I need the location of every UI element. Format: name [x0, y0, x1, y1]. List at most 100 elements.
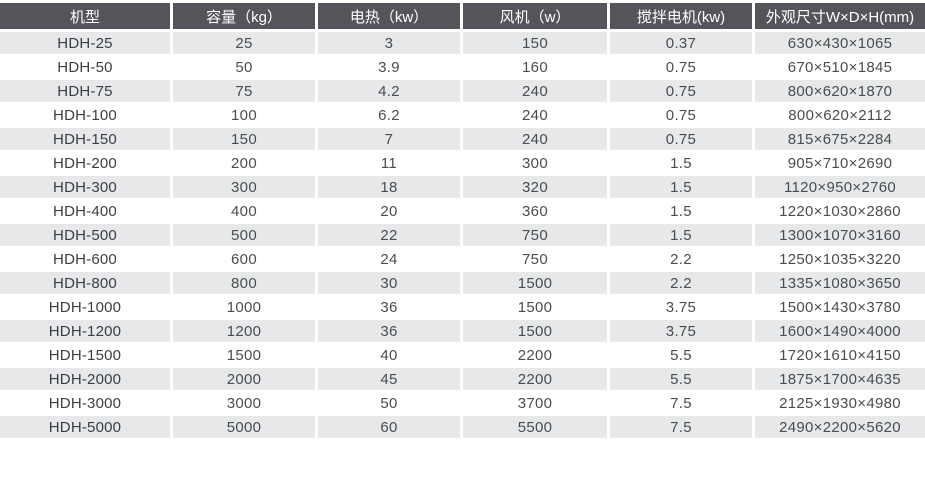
cell-mixer-motor-kw: 1.5 — [610, 176, 755, 200]
cell-fan-w: 240 — [463, 104, 610, 128]
cell-mixer-motor-kw: 3.75 — [610, 320, 755, 344]
cell-heating-kw: 36 — [318, 320, 463, 344]
cell-heating-kw: 3 — [318, 32, 463, 56]
cell-mixer-motor-kw: 5.5 — [610, 344, 755, 368]
cell-fan-w: 1500 — [463, 296, 610, 320]
table-row: HDH-600 600 24 750 2.2 1250×1035×3220 — [0, 248, 925, 272]
cell-dimensions-mm: 2125×1930×4980 — [755, 392, 925, 416]
table-body: HDH-25 25 3 150 0.37 630×430×1065 HDH-50 50 3.9 1… — [0, 32, 925, 440]
cell-model: HDH-400 — [0, 200, 173, 224]
cell-heating-kw: 20 — [318, 200, 463, 224]
cell-heating-kw: 30 — [318, 272, 463, 296]
cell-model: HDH-200 — [0, 152, 173, 176]
cell-model: HDH-25 — [0, 32, 173, 56]
cell-mixer-motor-kw: 1.5 — [610, 152, 755, 176]
cell-dimensions-mm: 1250×1035×3220 — [755, 248, 925, 272]
table-row: HDH-400 400 20 360 1.5 1220×1030×2860 — [0, 200, 925, 224]
cell-dimensions-mm: 1220×1030×2860 — [755, 200, 925, 224]
cell-model: HDH-600 — [0, 248, 173, 272]
cell-fan-w: 240 — [463, 80, 610, 104]
cell-mixer-motor-kw: 1.5 — [610, 224, 755, 248]
cell-capacity-kg: 50 — [173, 56, 318, 80]
cell-model: HDH-3000 — [0, 392, 173, 416]
cell-fan-w: 5500 — [463, 416, 610, 440]
cell-dimensions-mm: 2490×2200×5620 — [755, 416, 925, 440]
cell-model: HDH-1000 — [0, 296, 173, 320]
cell-heating-kw: 60 — [318, 416, 463, 440]
cell-dimensions-mm: 800×620×1870 — [755, 80, 925, 104]
cell-heating-kw: 50 — [318, 392, 463, 416]
cell-heating-kw: 36 — [318, 296, 463, 320]
table-row: HDH-100 100 6.2 240 0.75 800×620×2112 — [0, 104, 925, 128]
cell-fan-w: 320 — [463, 176, 610, 200]
cell-mixer-motor-kw: 0.75 — [610, 128, 755, 152]
table-row: HDH-500 500 22 750 1.5 1300×1070×3160 — [0, 224, 925, 248]
cell-model: HDH-300 — [0, 176, 173, 200]
column-header-fan-w: 风机（w） — [463, 3, 610, 32]
cell-mixer-motor-kw: 3.75 — [610, 296, 755, 320]
cell-capacity-kg: 400 — [173, 200, 318, 224]
cell-fan-w: 240 — [463, 128, 610, 152]
table-row: HDH-150 150 7 240 0.75 815×675×2284 — [0, 128, 925, 152]
cell-dimensions-mm: 1120×950×2760 — [755, 176, 925, 200]
cell-capacity-kg: 3000 — [173, 392, 318, 416]
spec-sheet: 机型 容量（kg） 电热（kw） 风机（w） 搅拌电机(kw) 外观尺寸W×D×H(mm)… — [0, 3, 925, 440]
cell-dimensions-mm: 1300×1070×3160 — [755, 224, 925, 248]
cell-fan-w: 2200 — [463, 344, 610, 368]
cell-model: HDH-5000 — [0, 416, 173, 440]
cell-dimensions-mm: 1500×1430×3780 — [755, 296, 925, 320]
table-header-row: 机型 容量（kg） 电热（kw） 风机（w） 搅拌电机(kw) 外观尺寸W×D×H(mm) — [0, 3, 925, 32]
cell-heating-kw: 6.2 — [318, 104, 463, 128]
cell-capacity-kg: 800 — [173, 272, 318, 296]
cell-fan-w: 1500 — [463, 272, 610, 296]
cell-dimensions-mm: 1720×1610×4150 — [755, 344, 925, 368]
cell-capacity-kg: 1000 — [173, 296, 318, 320]
cell-mixer-motor-kw: 1.5 — [610, 200, 755, 224]
cell-mixer-motor-kw: 0.75 — [610, 104, 755, 128]
cell-mixer-motor-kw: 7.5 — [610, 416, 755, 440]
cell-heating-kw: 4.2 — [318, 80, 463, 104]
table-row: HDH-75 75 4.2 240 0.75 800×620×1870 — [0, 80, 925, 104]
cell-heating-kw: 7 — [318, 128, 463, 152]
cell-model: HDH-500 — [0, 224, 173, 248]
cell-model: HDH-75 — [0, 80, 173, 104]
cell-model: HDH-100 — [0, 104, 173, 128]
cell-model: HDH-1500 — [0, 344, 173, 368]
cell-capacity-kg: 1200 — [173, 320, 318, 344]
cell-dimensions-mm: 1875×1700×4635 — [755, 368, 925, 392]
table-row: HDH-1200 1200 36 1500 3.75 1600×1490×4000 — [0, 320, 925, 344]
table-row: HDH-50 50 3.9 160 0.75 670×510×1845 — [0, 56, 925, 80]
cell-dimensions-mm: 1600×1490×4000 — [755, 320, 925, 344]
column-header-dimensions-mm: 外观尺寸W×D×H(mm) — [755, 3, 925, 32]
cell-capacity-kg: 150 — [173, 128, 318, 152]
column-header-heating-kw: 电热（kw） — [318, 3, 463, 32]
cell-fan-w: 2200 — [463, 368, 610, 392]
cell-capacity-kg: 25 — [173, 32, 318, 56]
cell-dimensions-mm: 905×710×2690 — [755, 152, 925, 176]
cell-mixer-motor-kw: 0.37 — [610, 32, 755, 56]
cell-model: HDH-150 — [0, 128, 173, 152]
product-spec-table: 机型 容量（kg） 电热（kw） 风机（w） 搅拌电机(kw) 外观尺寸W×D×H(mm)… — [0, 3, 925, 440]
cell-heating-kw: 11 — [318, 152, 463, 176]
cell-model: HDH-50 — [0, 56, 173, 80]
column-header-mixer-motor-kw: 搅拌电机(kw) — [610, 3, 755, 32]
cell-capacity-kg: 75 — [173, 80, 318, 104]
column-header-capacity-kg: 容量（kg） — [173, 3, 318, 32]
cell-mixer-motor-kw: 0.75 — [610, 56, 755, 80]
cell-fan-w: 150 — [463, 32, 610, 56]
cell-dimensions-mm: 800×620×2112 — [755, 104, 925, 128]
cell-mixer-motor-kw: 7.5 — [610, 392, 755, 416]
table-row: HDH-800 800 30 1500 2.2 1335×1080×3650 — [0, 272, 925, 296]
cell-heating-kw: 3.9 — [318, 56, 463, 80]
cell-mixer-motor-kw: 2.2 — [610, 272, 755, 296]
cell-heating-kw: 45 — [318, 368, 463, 392]
table-row: HDH-1500 1500 40 2200 5.5 1720×1610×4150 — [0, 344, 925, 368]
cell-capacity-kg: 500 — [173, 224, 318, 248]
cell-capacity-kg: 200 — [173, 152, 318, 176]
cell-model: HDH-800 — [0, 272, 173, 296]
cell-capacity-kg: 5000 — [173, 416, 318, 440]
cell-fan-w: 300 — [463, 152, 610, 176]
cell-fan-w: 1500 — [463, 320, 610, 344]
cell-fan-w: 360 — [463, 200, 610, 224]
table-row: HDH-25 25 3 150 0.37 630×430×1065 — [0, 32, 925, 56]
